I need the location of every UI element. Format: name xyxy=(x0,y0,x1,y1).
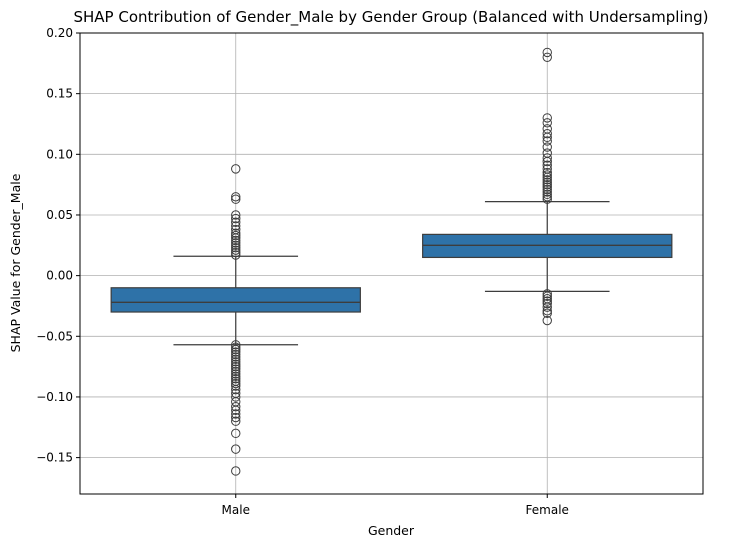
outlier-point xyxy=(231,245,241,255)
outlier-point xyxy=(231,164,241,174)
outlier-point xyxy=(542,187,552,197)
outlier-point xyxy=(542,177,552,187)
outlier-point xyxy=(542,160,552,170)
y-tick-label: 0.15 xyxy=(46,87,73,101)
outlier-point xyxy=(542,306,552,316)
outlier-point xyxy=(231,401,241,412)
outlier-point xyxy=(231,192,241,202)
outlier-point xyxy=(231,217,241,227)
y-tick-label: 0.00 xyxy=(46,269,73,283)
outlier-point xyxy=(542,296,552,306)
outlier-point xyxy=(231,250,241,260)
outlier-point xyxy=(231,352,241,362)
outlier-point xyxy=(231,364,241,374)
outlier-point xyxy=(542,167,552,178)
outlier-point xyxy=(542,170,552,180)
outlier-point xyxy=(231,361,241,372)
outlier-point xyxy=(542,175,552,185)
outlier-point xyxy=(542,153,552,163)
outlier-point xyxy=(231,228,241,238)
outlier-point xyxy=(231,235,241,246)
y-tick-label: 0.05 xyxy=(46,208,73,222)
outlier-point xyxy=(231,243,241,253)
outlier-point xyxy=(542,184,552,195)
outlier-point xyxy=(231,378,241,389)
outlier-point xyxy=(231,416,241,426)
outlier-point xyxy=(231,405,241,415)
outlier-point xyxy=(542,156,552,167)
outlier-point xyxy=(231,428,241,439)
outlier-point xyxy=(231,374,241,384)
outlier-point xyxy=(231,357,241,367)
outlier-point xyxy=(231,381,241,391)
outlier-point xyxy=(542,136,552,146)
outlier-point xyxy=(231,347,241,357)
axis-layer: −0.15 −0.10 −0.05 0.00 0.05 0.10 0.15 0.20 Male F… xyxy=(36,26,569,517)
outlier-point xyxy=(231,366,241,377)
outlier-point xyxy=(231,444,241,454)
outlier-point xyxy=(231,384,241,395)
outlier-point xyxy=(542,128,552,139)
y-tick-label: 0.20 xyxy=(46,26,73,40)
outlier-point xyxy=(542,172,552,183)
outlier-point xyxy=(231,369,241,379)
outlier-point xyxy=(542,315,552,326)
outlier-point xyxy=(231,233,241,243)
outlier-point xyxy=(231,466,241,476)
x-tick-label: Female xyxy=(526,503,569,517)
outlier-point xyxy=(542,179,552,190)
outlier-point xyxy=(231,349,241,360)
y-tick-label: −0.15 xyxy=(36,451,73,465)
plot-area-frame xyxy=(79,32,704,495)
outlier-point xyxy=(231,240,241,251)
y-tick-label: −0.10 xyxy=(36,390,73,404)
outlier-point xyxy=(542,47,552,58)
outlier-point xyxy=(231,412,241,423)
outlier-point xyxy=(542,118,552,128)
outlier-point xyxy=(231,344,241,355)
outlier-point xyxy=(542,298,552,309)
outlier-point xyxy=(542,132,552,143)
outlier-point xyxy=(231,230,241,241)
outlier-point xyxy=(542,189,552,200)
y-tick-label: −0.05 xyxy=(36,329,73,343)
outlier-point xyxy=(542,194,552,204)
outlier-point xyxy=(542,113,552,123)
outlier-point xyxy=(542,302,552,312)
outlier-point xyxy=(231,221,241,231)
outlier-point xyxy=(231,238,241,248)
outlier-point xyxy=(542,142,552,152)
x-axis-label: Gender xyxy=(368,523,415,538)
outlier-point xyxy=(231,210,241,220)
outlier-point xyxy=(542,291,552,301)
outlier-point xyxy=(542,308,552,318)
marks-layer xyxy=(110,47,673,476)
outlier-point xyxy=(231,194,241,204)
outlier-point xyxy=(542,192,552,202)
outlier-point xyxy=(231,213,241,224)
box-male xyxy=(110,287,361,313)
x-tick-label: Male xyxy=(222,503,250,517)
y-axis-label: SHAP Value for Gender_Male xyxy=(8,173,23,352)
outlier-point xyxy=(231,359,241,369)
outlier-point xyxy=(231,409,241,419)
outlier-point xyxy=(542,289,552,299)
chart-title: SHAP Contribution of Gender_Male by Gend… xyxy=(73,8,708,27)
outlier-point xyxy=(542,52,552,62)
outlier-point xyxy=(542,182,552,192)
outlier-point xyxy=(231,342,241,352)
y-tick-label: 0.10 xyxy=(46,147,73,161)
outlier-point xyxy=(231,392,241,402)
outlier-point xyxy=(231,340,241,350)
outlier-point xyxy=(231,247,241,258)
outlier-point xyxy=(231,371,241,382)
outlier-point xyxy=(231,354,241,365)
